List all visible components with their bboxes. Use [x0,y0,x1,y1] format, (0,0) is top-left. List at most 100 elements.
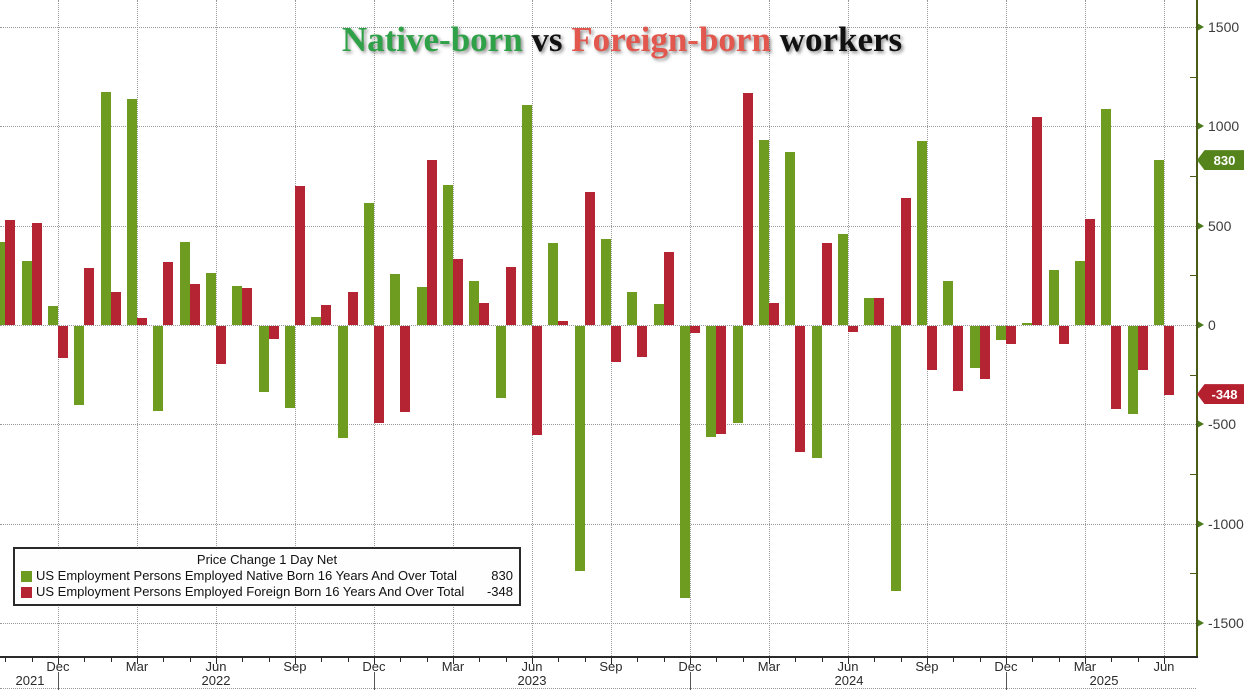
x-axis-tick [663,658,665,662]
title-foreign-born: Foreign-born [571,20,771,59]
x-axis-tick [1084,658,1086,664]
native-bar [732,326,743,424]
native-bar [100,91,111,325]
y-axis-line [1196,0,1198,658]
foreign-bar [953,326,964,391]
x-axis-tick [452,658,454,664]
legend-value-foreign: -348 [486,584,513,599]
year-separator [57,672,59,690]
x-axis-year-label: 2022 [201,673,231,688]
foreign-bar [294,185,305,325]
foreign-bar [189,284,200,325]
legend-row-foreign: US Employment Persons Employed Foreign B… [21,584,513,600]
native-bar [390,274,401,325]
x-axis-month-label: Jun [521,659,543,674]
native-bar [995,326,1006,340]
foreign-bar [163,262,174,325]
x-axis-month-label: Dec [678,659,702,674]
foreign-bar [847,326,858,332]
x-axis-month-label: Jun [837,659,859,674]
x-axis-tick [531,658,533,664]
native-bar [653,304,664,325]
horizontal-gridline [0,225,1196,227]
x-axis-tick [926,658,928,664]
foreign-bar [742,92,753,325]
native-bar [47,306,58,325]
x-axis-month-label: Sep [599,659,623,674]
native-bar [627,292,638,325]
y-axis-tick-label: 500 [1208,217,1232,234]
y-axis-tick-arrow-icon [1197,619,1204,627]
foreign-bar [321,305,332,325]
foreign-bar [1163,326,1174,396]
legend-label-foreign: US Employment Persons Employed Foreign B… [36,584,465,599]
x-axis-tick [110,658,112,662]
y-axis-minor-tick [1190,374,1196,376]
native-bar [916,141,927,325]
x-axis-month-label: Mar [1073,659,1097,674]
foreign-bar [637,326,648,357]
foreign-bar [31,222,42,325]
x-axis-tick [242,658,244,662]
y-axis-tick-label: -1500 [1208,615,1244,631]
y-axis-minor-tick [1190,175,1196,177]
x-axis-tick [1058,658,1060,662]
foreign-bar [768,303,779,325]
x-axis-tick [742,658,744,662]
native-bar [1101,109,1112,325]
horizontal-gridline [0,26,1196,28]
foreign-bar [795,326,806,453]
x-axis-tick [31,658,33,662]
foreign-bar [215,326,226,364]
native-bar [600,238,611,325]
native-bar [864,298,875,325]
x-axis-tick [163,658,165,662]
x-axis-month-label: Mar [441,659,465,674]
x-axis-tick [5,658,7,662]
vertical-gridline [452,0,454,656]
x-axis-tick [953,658,955,662]
x-axis-tick [136,658,138,664]
native-bar [416,287,427,325]
x-axis-month-label: Dec [994,659,1018,674]
foreign-bar [663,252,674,325]
y-axis-tick-label: -1000 [1208,515,1244,532]
x-axis-tick [768,658,770,664]
y-axis-minor-tick [1190,474,1196,475]
x-axis-tick [637,658,639,662]
x-axis-tick [1163,658,1165,664]
x-axis-year-label: 2024 [834,673,864,688]
last-value-badge: -348 [1197,384,1244,405]
x-axis-tick [215,658,217,664]
y-axis-minor-tick [1190,573,1196,575]
x-axis-year-label: 2021 [15,673,45,688]
foreign-bar [584,191,595,325]
year-separator [1005,672,1007,690]
y-axis-tick-label: 0 [1208,317,1216,333]
foreign-bar [452,259,463,325]
x-axis-tick [189,658,191,662]
x-axis-month-label: Sep [915,659,939,674]
x-axis-year-label: 2023 [517,673,547,688]
x-axis-tick [347,658,349,662]
vertical-gridline [1084,0,1086,656]
y-axis-minor-tick [1190,275,1196,277]
foreign-bar [5,219,16,325]
x-axis-tick [479,658,481,662]
native-bar [126,98,137,325]
native-bar [811,326,822,459]
x-axis-tick [979,658,981,662]
x-axis-month-label: Jun [1153,659,1175,674]
y-axis-tick-arrow-icon [1197,22,1204,31]
title-native-born: Native-born [341,20,523,59]
y-axis-tick-arrow-icon [1197,519,1204,528]
foreign-bar [1111,326,1122,410]
x-axis-tick [268,658,270,662]
x-axis-tick [584,658,586,662]
vertical-gridline [768,0,770,656]
chart-title: Native-born vs Foreign-born workers [0,20,1244,60]
last-value-badge: 830 [1197,150,1244,171]
x-axis-month-label: Sep [283,659,307,674]
